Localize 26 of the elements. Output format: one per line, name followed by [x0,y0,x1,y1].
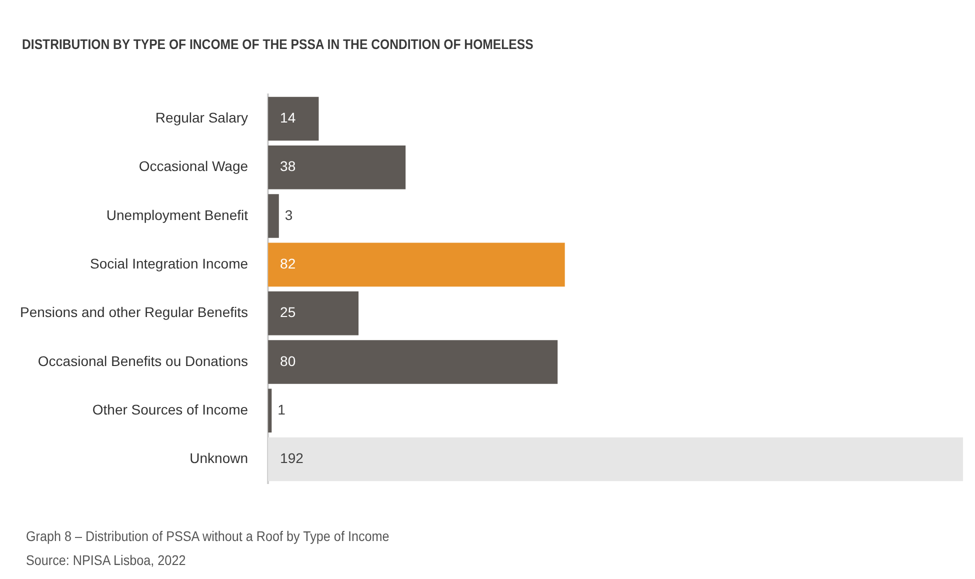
bar [268,242,565,287]
y-tick-label: Unemployment Benefit [106,206,248,223]
data-label: 192 [280,450,304,466]
bar [268,96,319,141]
y-tick-label: Occasional Benefits ou Donations [38,352,248,369]
data-label: 25 [280,304,296,320]
data-label: 3 [284,206,293,223]
y-tick-label: Pensions and other Regular Benefits [20,304,248,320]
bar [268,291,359,336]
data-label: 38 [280,158,296,174]
data-label: 80 [280,352,296,369]
data-label: 82 [280,256,296,272]
y-tick-label: Social Integration Income [90,256,248,272]
chart-title: DISTRIBUTION BY TYPE OF INCOME OF THE PSSA IN THE CONDITION OF HOMELESS [22,36,534,52]
y-tick-label: Regular Salary [155,110,248,126]
y-tick-label: Other Sources of Income [92,401,248,418]
caption: Graph 8 – Distribution of PSSA without a Roof by Type of Income [26,528,390,544]
bar [268,145,406,190]
bar [268,340,558,384]
bar [268,437,963,482]
y-tick-label: Occasional Wage [138,158,248,174]
data-label: 14 [280,110,296,126]
data-label: 1 [278,401,286,418]
y-tick-label: Unknown [190,450,248,466]
source-note: Source: NPISA Lisboa, 2022 [26,552,187,568]
bar [268,194,279,238]
